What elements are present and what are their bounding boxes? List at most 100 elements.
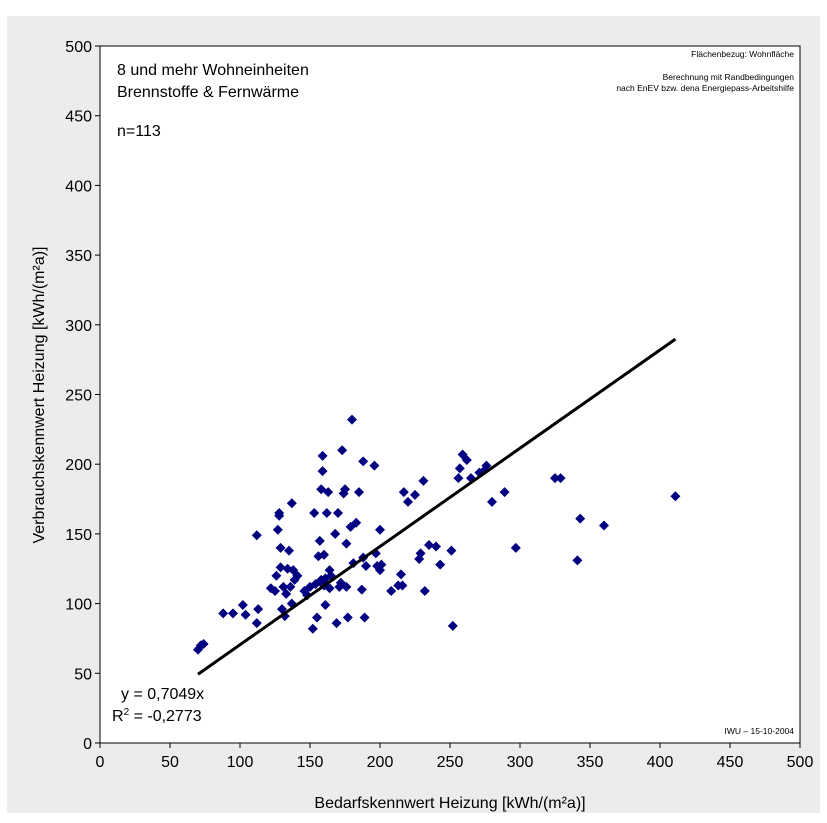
data-point	[359, 612, 370, 623]
x-tick-label: 50	[161, 754, 179, 771]
x-tick-label: 0	[96, 754, 105, 771]
y-tick-label: 300	[65, 318, 92, 335]
data-point	[487, 496, 497, 507]
y-tick-label: 400	[65, 178, 92, 195]
data-point	[347, 414, 357, 425]
y-tick-label: 150	[65, 527, 92, 544]
y-tick-label: 350	[65, 248, 92, 265]
x-tick-label: 500	[787, 754, 814, 771]
data-point	[431, 541, 441, 552]
x-tick-label: 400	[647, 754, 674, 771]
data-point	[251, 530, 262, 541]
data-point	[356, 584, 367, 595]
data-point	[317, 450, 328, 461]
data-point	[275, 562, 286, 573]
x-tick-label: 150	[297, 754, 324, 771]
data-point	[358, 456, 369, 467]
data-point	[320, 573, 331, 584]
x-tick-label: 300	[507, 754, 534, 771]
data-point	[418, 475, 429, 486]
data-point	[228, 608, 238, 619]
data-point	[198, 639, 209, 650]
annotation-units: 8 und mehr Wohneinheiten	[117, 62, 309, 79]
data-point	[435, 559, 446, 570]
y-tick-label: 250	[65, 388, 92, 405]
data-point	[481, 460, 492, 471]
data-point	[321, 507, 332, 518]
annotation-sample-size: n=113	[117, 123, 161, 140]
data-point	[415, 548, 426, 559]
trendline-group	[197, 337, 677, 676]
data-point	[218, 608, 229, 619]
data-point	[670, 491, 681, 502]
data-point	[251, 618, 262, 629]
data-point	[550, 473, 560, 484]
data-point	[410, 489, 420, 500]
data-point	[333, 507, 343, 518]
chart-annotation-right: Flächenbezug: Wohnfläche Berechnung mit …	[616, 49, 794, 94]
y-tick-label: 200	[65, 457, 92, 474]
data-point	[351, 517, 362, 528]
data-point	[397, 580, 408, 591]
data-point	[599, 520, 609, 531]
data-point	[453, 473, 464, 484]
regression-equation: y = 0,7049x R2 = -0,2773	[112, 684, 204, 728]
data-point	[337, 445, 348, 456]
data-point	[575, 513, 586, 524]
x-tick-label: 450	[717, 754, 744, 771]
date-stamp: IWU – 15-10-2004	[724, 726, 794, 736]
data-point	[403, 496, 413, 507]
data-point	[419, 586, 430, 597]
x-axis-label: Bedarfskennwert Heizung [kWh/(m²a)]	[314, 795, 585, 812]
data-point	[270, 586, 280, 597]
y-tick-label: 50	[74, 666, 92, 683]
data-point	[323, 487, 334, 498]
data-point	[361, 560, 371, 571]
data-point	[286, 498, 297, 509]
data-point	[281, 588, 292, 599]
data-point	[376, 559, 387, 570]
y-tick-label: 100	[65, 597, 92, 614]
data-point	[292, 570, 303, 581]
chart-annotation-left: 8 und mehr Wohneinheiten Brennstoffe & F…	[117, 60, 309, 143]
data-point	[312, 612, 322, 623]
data-point	[424, 540, 434, 551]
data-point	[510, 542, 521, 553]
data-point	[341, 581, 352, 592]
data-point	[341, 538, 352, 549]
data-point	[330, 528, 341, 539]
data-point	[555, 473, 566, 484]
x-tick-label: 350	[577, 754, 604, 771]
data-point	[253, 604, 264, 615]
data-point	[354, 487, 364, 498]
data-point	[314, 535, 325, 546]
x-tick-label: 100	[227, 754, 254, 771]
data-point	[307, 623, 318, 634]
annotation-reference-area: Flächenbezug: Wohnfläche	[691, 49, 794, 59]
data-point	[396, 569, 406, 580]
data-point	[386, 586, 397, 597]
data-point	[271, 570, 282, 581]
data-point	[375, 524, 385, 535]
data-point	[319, 549, 329, 560]
y-tick-label: 450	[65, 109, 92, 126]
data-point	[317, 466, 328, 477]
x-tick-label: 250	[437, 754, 464, 771]
y-tick-label: 500	[65, 39, 92, 56]
y-axis-label: Verbrauchskennwert Heizung [kWh/(m²a)]	[31, 247, 48, 544]
annotation-fuel: Brennstoffe & Fernwärme	[117, 84, 300, 101]
x-tick-label: 200	[367, 754, 394, 771]
data-point	[447, 620, 458, 631]
data-point	[369, 460, 380, 471]
data-point	[320, 599, 331, 610]
data-point	[275, 542, 286, 553]
data-point	[324, 583, 335, 594]
annotation-calc-line2: nach EnEV bzw. dena Energiepass-Arbeitsh…	[616, 83, 794, 93]
data-point	[237, 599, 248, 610]
data-point	[285, 581, 296, 592]
data-point	[274, 507, 285, 518]
axis-ticks: 0 50 100 150 200 250 300 350 400 450 500 0 50 100 150 2…	[65, 39, 813, 771]
trendline	[197, 337, 677, 676]
data-point	[446, 545, 457, 556]
